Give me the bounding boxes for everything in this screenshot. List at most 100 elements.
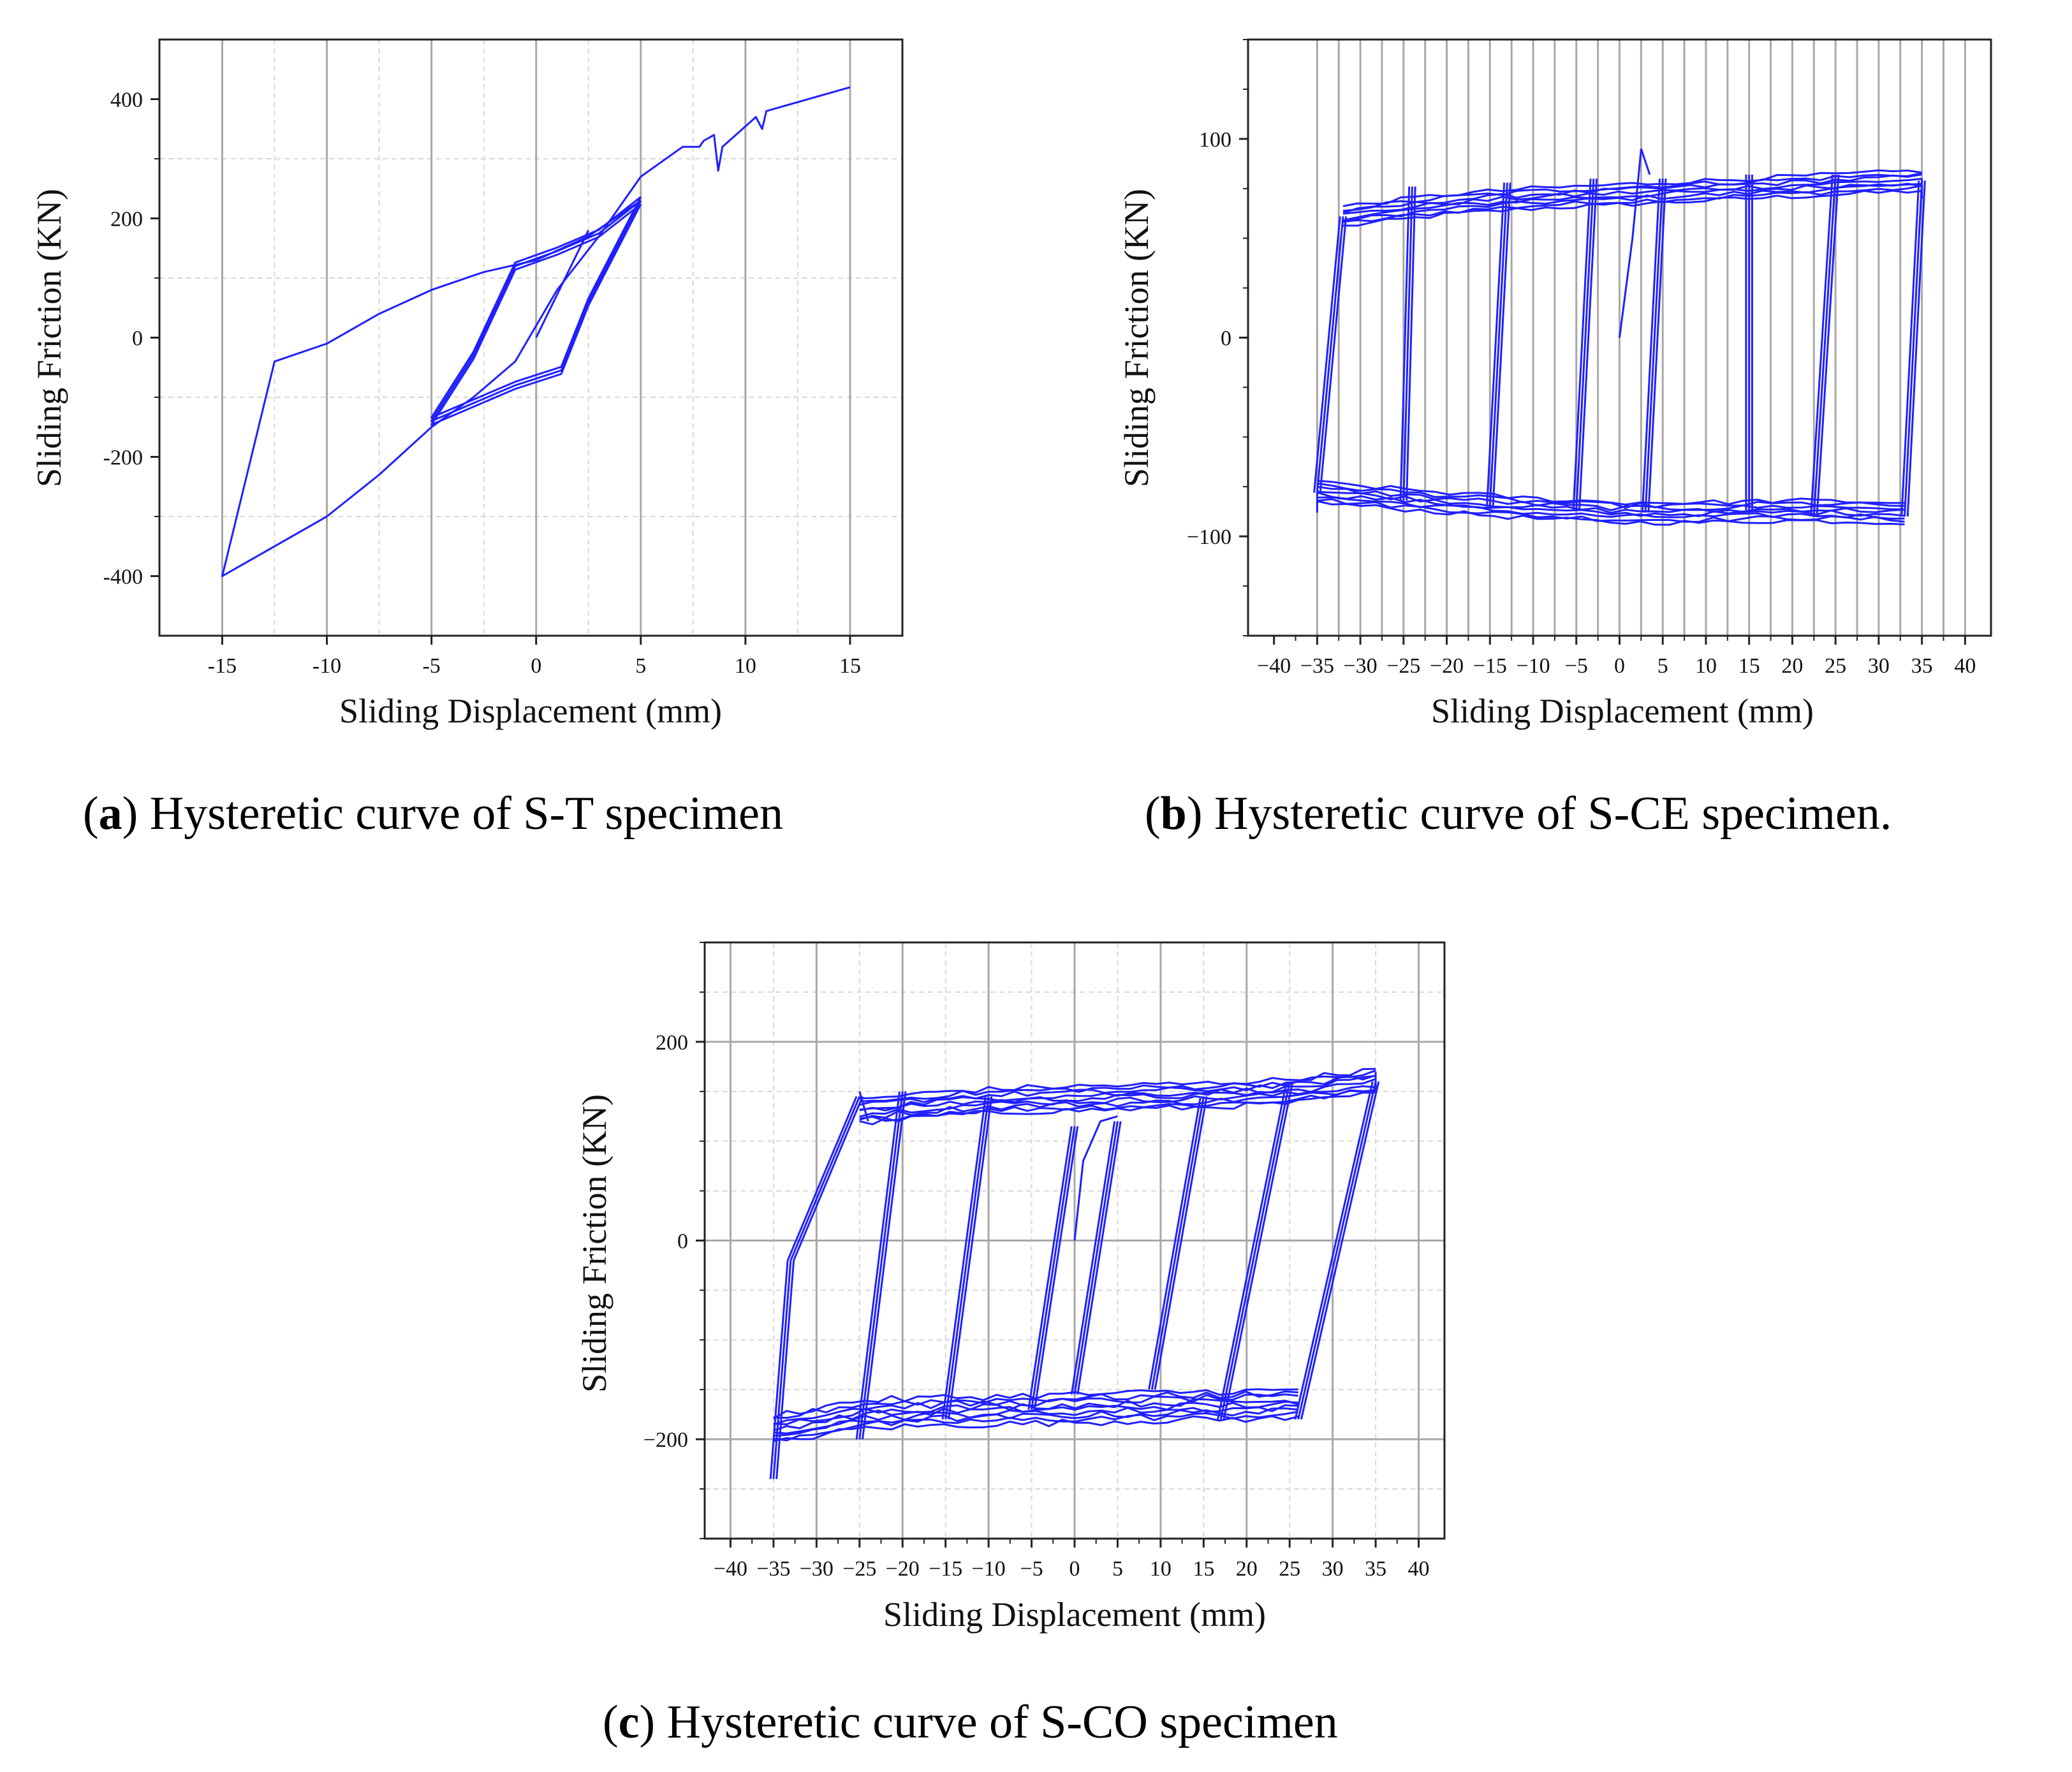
chart-b-xtick-label-5: −15 xyxy=(1473,654,1507,678)
chart-c-rise-segment-2 xyxy=(858,1091,904,1440)
chart-c-rise-segment-0 xyxy=(769,1260,789,1479)
caption-b-text: ) Hysteretic curve of S-CE specimen. xyxy=(1187,787,1892,840)
chart-b-xtick-label-10: 10 xyxy=(1695,654,1717,678)
chart-c-rise-segment-5 xyxy=(1076,1121,1122,1395)
chart-b-rise-segment-2 xyxy=(1488,182,1508,507)
chart-c-ticks: −40 −35 −30 −25 −20 −15 −10 −5 0 5 10 15 20 25 30 35 40 −… xyxy=(643,942,1430,1581)
chart-c-ylabel: Sliding Friction (KN) xyxy=(575,1094,614,1393)
chart-b-rise-segment-4 xyxy=(1647,179,1667,513)
chart-b-rise-segment-6 xyxy=(1812,174,1837,517)
chart-a-ytick-label-3: 200 xyxy=(110,208,143,231)
chart-c-xtick-label-14: 30 xyxy=(1322,1557,1344,1581)
chart-b-rise-segment-7 xyxy=(1904,180,1923,517)
chart-c-ytick-label-1: 0 xyxy=(677,1230,688,1254)
chart-b-curves xyxy=(1313,148,1926,526)
chart-b-xtick-label-12: 20 xyxy=(1781,654,1803,678)
caption-a: (a) Hysteretic curve of S-T specimen xyxy=(83,787,783,840)
chart-c: −40 −35 −30 −25 −20 −15 −10 −5 0 5 10 15 20 25 30 35 40 −… xyxy=(575,941,1446,1634)
chart-b-rise-segment-7 xyxy=(1900,180,1920,517)
chart-b-ytick-label-1: 0 xyxy=(1221,327,1231,351)
chart-b-upper-branch-line-3 xyxy=(1342,182,1922,221)
chart-c-rise-segment-3 xyxy=(941,1096,987,1420)
chart-c-rise-segment-7 xyxy=(1219,1081,1291,1420)
chart-c-ytick-label-0: −200 xyxy=(643,1428,688,1452)
chart-b-xtick-label-2: −30 xyxy=(1344,654,1378,678)
caption-b: (b) Hysteretic curve of S-CE specimen. xyxy=(1145,787,1892,840)
chart-b-rise-segment-2 xyxy=(1492,182,1511,507)
caption-c-text: ) Hysteretic curve of S-CO specimen xyxy=(640,1696,1338,1748)
caption-b-letter: b xyxy=(1161,787,1187,840)
chart-b-rise-segment-1 xyxy=(1399,186,1411,501)
chart-b-lower-branch-line-4 xyxy=(1317,490,1905,514)
chart-c-rise-segment-1 xyxy=(786,1095,858,1261)
chart-a-curves xyxy=(221,86,851,577)
chart-b-rise-segment-4 xyxy=(1644,179,1664,513)
chart-c-xtick-label-11: 15 xyxy=(1193,1557,1214,1581)
chart-b-initial-spike xyxy=(1619,148,1651,338)
chart-b-xtick-label-6: −10 xyxy=(1516,654,1550,678)
chart-a-xlabel: Sliding Displacement (mm) xyxy=(339,692,722,730)
chart-b-upper-branch-line-2 xyxy=(1342,182,1922,223)
chart-c-rise-segment-5 xyxy=(1073,1121,1119,1395)
chart-c-rise-segment-6 xyxy=(1150,1096,1205,1390)
chart-a-ylabel: Sliding Friction (KN) xyxy=(30,189,68,487)
chart-c-rise-segment-7 xyxy=(1217,1081,1288,1420)
caption-a-text: ) Hysteretic curve of S-T specimen xyxy=(122,787,783,840)
chart-a-series-1-line-2 xyxy=(430,196,642,419)
chart-a-xtick-label-1: -10 xyxy=(312,654,341,678)
chart-b-lower-branch-line-5 xyxy=(1317,485,1905,511)
chart-b-upper-branch-line-0 xyxy=(1342,189,1922,227)
chart-b-grid xyxy=(1316,40,1966,636)
chart-c-rise-segment-4 xyxy=(1027,1126,1073,1410)
chart-c-rise-segment-3 xyxy=(947,1096,993,1420)
chart-c-rise-segment-0 xyxy=(772,1260,792,1479)
chart-a-xtick-label-2: -5 xyxy=(422,654,440,678)
chart-b-ylabel: Sliding Friction (KN) xyxy=(1117,189,1156,487)
chart-b-xtick-label-13: 25 xyxy=(1825,654,1846,678)
chart-c-grid xyxy=(705,942,1444,1539)
chart-b-rise-segment-3 xyxy=(1572,179,1592,511)
chart-b-xtick-label-4: −20 xyxy=(1430,654,1464,678)
chart-c-xlabel: Sliding Displacement (mm) xyxy=(883,1595,1266,1634)
chart-c-xtick-label-15: 35 xyxy=(1365,1557,1386,1581)
chart-a-grid xyxy=(159,40,902,636)
chart-c-ytick-label-2: 200 xyxy=(656,1031,688,1055)
chart-b-rise-segment-0 xyxy=(1319,216,1348,493)
chart-c-xtick-label-9: 5 xyxy=(1112,1557,1123,1581)
chart-c-rise-segment-0 xyxy=(775,1260,795,1479)
caption-a-letter: a xyxy=(99,787,122,840)
chart-b-ytick-label-0: −100 xyxy=(1187,525,1231,549)
chart-b-xtick-label-16: 40 xyxy=(1954,654,1976,678)
caption-c-letter: c xyxy=(619,1696,640,1748)
chart-a-xtick-label-0: -15 xyxy=(208,654,237,678)
chart-c-rise-segment-5 xyxy=(1070,1121,1116,1395)
chart-a: -15 -10 -5 0 5 10 15 -400 -200 0 200 400 Sliding Di… xyxy=(30,38,904,730)
chart-b-upper-branch-line-1 xyxy=(1342,184,1922,223)
chart-c-lower-branch-line-3 xyxy=(773,1404,1298,1435)
chart-b-rise-segment-0 xyxy=(1316,216,1344,493)
chart-b: −40 −35 −30 −25 −20 −15 −10 −5 0 5 10 15 20 25 30 35 40 −… xyxy=(1117,38,1992,730)
chart-c-xtick-label-13: 25 xyxy=(1279,1557,1300,1581)
chart-c-xtick-label-6: −10 xyxy=(972,1557,1006,1581)
chart-c-curves xyxy=(769,1067,1380,1479)
chart-b-rise-segment-6 xyxy=(1816,174,1840,517)
chart-b-upper-branch-line-7 xyxy=(1342,169,1922,207)
chart-b-xtick-label-11: 15 xyxy=(1738,654,1760,678)
chart-b-xtick-label-8: 0 xyxy=(1614,654,1625,678)
chart-c-drop-segment-0 xyxy=(858,1091,869,1122)
chart-a-ytick-label-1: -200 xyxy=(103,446,143,470)
chart-b-xtick-label-9: 5 xyxy=(1657,654,1668,678)
chart-b-rise-segment-3 xyxy=(1575,179,1595,511)
chart-c-rise-segment-6 xyxy=(1154,1096,1208,1390)
chart-a-ytick-label-2: 0 xyxy=(132,327,143,351)
chart-b-rise-segment-1 xyxy=(1406,186,1416,501)
chart-c-rise-segment-2 xyxy=(862,1091,907,1440)
chart-b-xtick-label-0: −40 xyxy=(1257,654,1291,678)
chart-c-xtick-label-0: −40 xyxy=(714,1557,747,1581)
chart-b-xtick-label-15: 35 xyxy=(1911,654,1933,678)
chart-b-xtick-label-1: −35 xyxy=(1300,654,1334,678)
chart-c-xtick-label-10: 10 xyxy=(1150,1557,1172,1581)
chart-c-xtick-label-3: −25 xyxy=(842,1557,876,1581)
chart-c-upper-branch-line-8 xyxy=(859,1067,1376,1100)
